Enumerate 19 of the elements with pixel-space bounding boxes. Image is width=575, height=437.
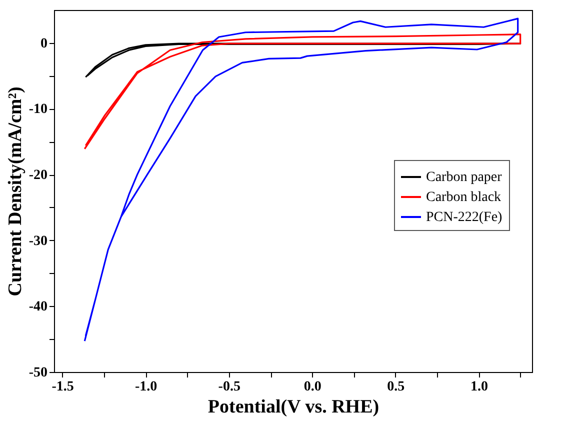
x-tick-label: 1.0 (470, 380, 488, 394)
y-tick-label: -20 (28, 168, 48, 184)
y-tick-label: -30 (28, 234, 48, 249)
line-series (84, 34, 522, 150)
x-tick-label: -0.5 (218, 380, 240, 394)
y-tick-label: -10 (28, 102, 48, 118)
x-tick-label: 0.5 (387, 380, 405, 394)
line-series (84, 18, 519, 342)
x-tick-label: -1.0 (135, 380, 158, 394)
legend-label: PCN-222(Fe) (426, 210, 503, 225)
x-tick-label: -1.5 (52, 380, 74, 394)
x-tick-label: 0.0 (304, 380, 322, 394)
y-tick-label: -40 (28, 300, 48, 315)
y-tick-label: -50 (28, 366, 48, 380)
legend-label: Carbon black (426, 190, 502, 205)
x-axis-title: Potential(V vs. RHE) (208, 396, 380, 418)
y-axis-title: Current Density(mA/cm²) (4, 86, 26, 296)
legend-label: Carbon paper (426, 170, 502, 185)
y-tick-label: 0 (40, 36, 48, 52)
